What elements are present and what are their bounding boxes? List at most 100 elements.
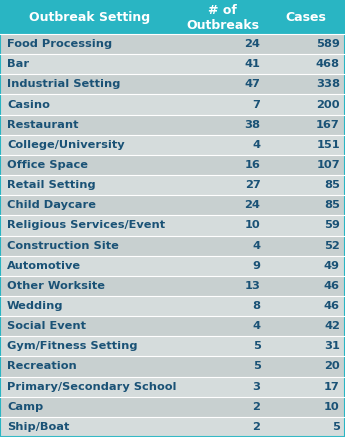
Bar [179,336,266,357]
Bar [266,215,345,236]
Bar [179,74,266,94]
Text: 589: 589 [316,39,340,49]
Bar [266,94,345,114]
Bar [0,276,179,296]
Bar [0,215,179,236]
Text: Other Worksite: Other Worksite [7,281,105,291]
Text: 13: 13 [245,281,260,291]
Bar [0,135,179,155]
Bar [179,357,266,377]
Text: Camp: Camp [7,402,43,412]
Bar [266,397,345,417]
Bar [179,417,266,437]
Bar [179,397,266,417]
Bar [179,236,266,256]
Bar [266,1,345,34]
Bar [179,114,266,135]
Text: 4: 4 [253,321,260,331]
Text: Ship/Boat: Ship/Boat [7,422,69,432]
Bar [266,236,345,256]
Text: # of
Outbreaks: # of Outbreaks [186,4,259,32]
Bar [0,94,179,114]
Text: 338: 338 [316,80,340,90]
Bar [0,417,179,437]
Text: College/University: College/University [7,140,125,150]
Text: 7: 7 [253,100,260,110]
Bar [179,377,266,397]
Text: 10: 10 [324,402,340,412]
Bar [0,336,179,357]
Bar [179,54,266,74]
Text: Social Event: Social Event [7,321,86,331]
Bar [179,215,266,236]
Bar [179,256,266,276]
Bar [179,175,266,195]
Bar [0,316,179,336]
Text: Industrial Setting: Industrial Setting [7,80,120,90]
Text: 5: 5 [253,341,260,351]
Text: Office Space: Office Space [7,160,88,170]
Bar [0,114,179,135]
Bar [179,1,266,34]
Text: 5: 5 [332,422,340,432]
Bar [0,256,179,276]
Bar [0,1,179,34]
Bar [179,94,266,114]
Text: Wedding: Wedding [7,301,63,311]
Text: 46: 46 [324,301,340,311]
Bar [0,397,179,417]
Text: 41: 41 [245,59,260,69]
Text: Outbreak Setting: Outbreak Setting [29,11,150,24]
Bar [266,54,345,74]
Text: 24: 24 [245,39,260,49]
Text: 59: 59 [324,220,340,230]
Text: 2: 2 [253,422,260,432]
Bar [266,175,345,195]
Bar [266,34,345,54]
Bar [266,336,345,357]
Text: Automotive: Automotive [7,261,81,271]
Text: 49: 49 [324,261,340,271]
Bar [179,135,266,155]
Text: 2: 2 [253,402,260,412]
Text: 47: 47 [245,80,260,90]
Text: 107: 107 [316,160,340,170]
Text: Bar: Bar [7,59,29,69]
Text: 151: 151 [316,140,340,150]
Bar [179,155,266,175]
Text: 52: 52 [324,241,340,250]
Bar [266,256,345,276]
Bar [179,316,266,336]
Text: 8: 8 [253,301,260,311]
Bar [0,34,179,54]
Bar [0,236,179,256]
Text: Primary/Secondary School: Primary/Secondary School [7,382,176,392]
Bar [0,296,179,316]
Text: 5: 5 [253,361,260,371]
Text: 24: 24 [245,200,260,210]
Text: 9: 9 [253,261,260,271]
Text: 200: 200 [316,100,340,110]
Text: Gym/Fitness Setting: Gym/Fitness Setting [7,341,137,351]
Bar [179,34,266,54]
Bar [0,357,179,377]
Bar [0,155,179,175]
Text: 4: 4 [253,241,260,250]
Text: 4: 4 [253,140,260,150]
Text: Recreation: Recreation [7,361,77,371]
Bar [0,195,179,215]
Bar [179,296,266,316]
Bar [266,296,345,316]
Bar [266,195,345,215]
Text: 85: 85 [324,200,340,210]
Text: Cases: Cases [285,11,326,24]
Bar [266,276,345,296]
Bar [0,175,179,195]
Text: 27: 27 [245,180,260,190]
Text: 38: 38 [245,120,260,130]
Text: Construction Site: Construction Site [7,241,119,250]
Text: 20: 20 [324,361,340,371]
Bar [0,377,179,397]
Text: 16: 16 [245,160,260,170]
Text: 46: 46 [324,281,340,291]
